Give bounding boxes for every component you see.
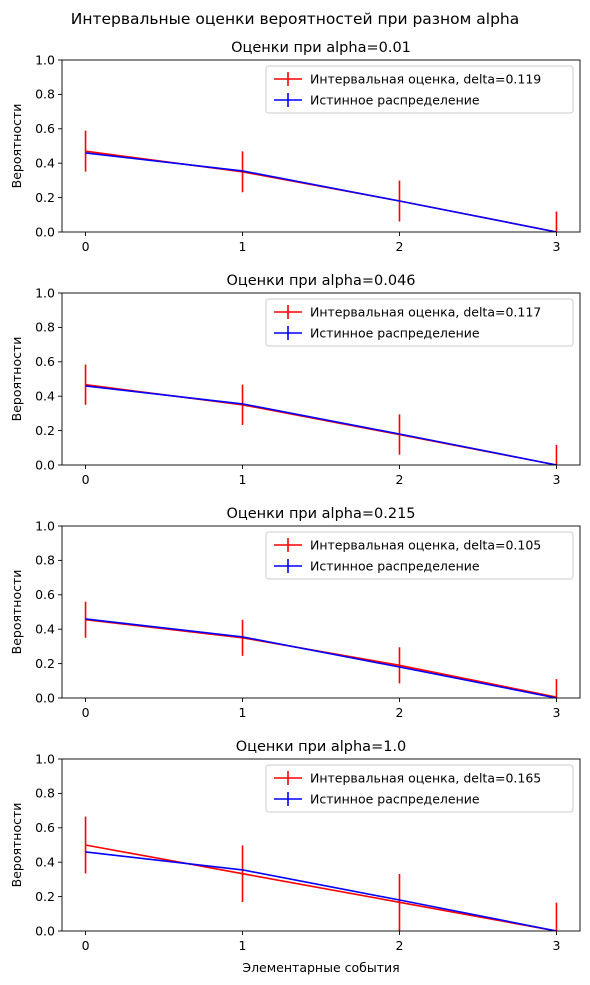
y-tick-label: 0.4 [35,156,55,171]
y-tick-label: 0.8 [35,87,55,102]
series-line-estimate [85,618,557,698]
figure-suptitle: Интервальные оценки вероятностей при раз… [71,10,520,28]
y-tick-label: 0.8 [35,786,55,801]
y-tick-label: 0.6 [35,121,55,136]
series-line-estimate [85,383,557,465]
x-tick-label: 1 [239,239,247,254]
x-tick-label: 3 [552,239,560,254]
y-tick-label: 0.8 [35,320,55,335]
y-tick-label: 0.6 [35,354,55,369]
plot-area [84,364,558,465]
plot-area [84,816,558,931]
y-tick-label: 1.0 [35,751,55,766]
x-tick-label: 1 [239,938,247,953]
subplot-3: Оценки при alpha=0.215 Вероятности 0.0 0.2 0… [9,506,581,720]
axes-frame [61,525,581,699]
axes-frame [61,59,581,233]
legend-frame [265,298,574,347]
x-tick-label: 0 [82,938,90,953]
legend: Интервальная оценка, delta=0.105 Истинное… [265,531,574,580]
legend: Интервальная оценка, delta=0.119 Истинное… [265,65,574,114]
legend-label: Интервальная оценка, delta=0.119 [310,71,541,86]
series-line-estimate [85,844,557,931]
subplot-4: Оценки при alpha=1.0 Вероятности Элементар… [9,739,581,975]
series-line-true [85,152,557,232]
legend-label: Интервальная оценка, delta=0.117 [310,304,541,319]
y-tick-label: 0.2 [35,190,55,205]
x-tick-label: 1 [239,472,247,487]
subplot-title: Оценки при alpha=0.215 [226,506,415,522]
x-tick-label: 3 [552,938,560,953]
y-tick-label: 1.0 [35,518,55,533]
plot-area [84,130,558,232]
y-axis-label: Вероятности [9,337,24,422]
x-tick-label: 0 [82,705,90,720]
series-line-true [85,618,557,698]
x-tick-label: 1 [239,705,247,720]
legend-label: Интервальная оценка, delta=0.165 [310,770,541,785]
y-axis-label: Вероятности [9,803,24,888]
legend: Интервальная оценка, delta=0.165 Истинное… [265,764,574,813]
y-tick-label: 0.8 [35,553,55,568]
axes-frame [61,758,581,932]
y-tick-label: 0.0 [35,690,55,705]
subplot-1: Оценки при alpha=0.01 Вероятности 0.0 0.2 0.… [9,40,581,254]
series-line-estimate [85,150,557,232]
legend-frame [265,764,574,813]
y-tick-label: 0.4 [35,855,55,870]
legend-label: Интервальная оценка, delta=0.105 [310,537,541,552]
y-tick-label: 0.0 [35,457,55,472]
y-axis-label: Вероятности [9,570,24,655]
y-tick-label: 1.0 [35,52,55,67]
series-line-true [85,851,557,931]
x-tick-label: 3 [552,705,560,720]
x-axis-label: Элементарные события [242,960,399,975]
subplot-title: Оценки при alpha=0.01 [231,40,411,56]
y-tick-label: 0.2 [35,423,55,438]
legend-label: Истинное распределение [310,558,480,573]
x-tick-label: 0 [82,472,90,487]
y-tick-label: 0.0 [35,224,55,239]
y-tick-label: 0.2 [35,656,55,671]
x-tick-label: 2 [396,705,404,720]
y-tick-label: 1.0 [35,285,55,300]
x-tick-label: 3 [552,472,560,487]
subplot-title: Оценки при alpha=0.046 [226,273,415,289]
y-tick-label: 0.4 [35,389,55,404]
legend-label: Истинное распределение [310,791,480,806]
y-tick-label: 0.6 [35,820,55,835]
legend-frame [265,531,574,580]
x-tick-label: 2 [396,472,404,487]
subplot-2: Оценки при alpha=0.046 Вероятности 0.0 0.2 0… [9,273,581,487]
y-tick-label: 0.6 [35,587,55,602]
legend: Интервальная оценка, delta=0.117 Истинное… [265,298,574,347]
y-tick-label: 0.0 [35,923,55,938]
x-tick-label: 0 [82,239,90,254]
y-tick-label: 0.2 [35,889,55,904]
legend-label: Истинное распределение [310,92,480,107]
x-tick-label: 2 [396,239,404,254]
series-line-true [85,385,557,465]
subplots: Оценки при alpha=0.01 Вероятности 0.0 0.2 0.… [9,40,581,975]
y-tick-label: 0.4 [35,622,55,637]
axes-frame [61,292,581,466]
legend-frame [265,65,574,114]
y-axis-label: Вероятности [9,104,24,189]
x-tick-label: 2 [396,938,404,953]
plot-area [84,601,558,698]
legend-label: Истинное распределение [310,325,480,340]
subplot-title: Оценки при alpha=1.0 [236,739,407,755]
